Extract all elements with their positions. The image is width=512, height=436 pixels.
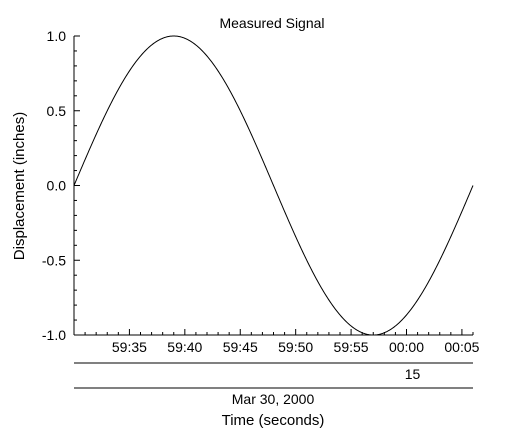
- x-tick-label: 00:05: [444, 339, 479, 355]
- y-axis-label: Displacement (inches): [11, 112, 28, 260]
- y-tick-label: 0.5: [47, 103, 67, 119]
- hour-label: 15: [405, 366, 421, 382]
- time-axis-bands: 15 Mar 30, 2000: [74, 362, 473, 407]
- x-tick-label: 59:40: [167, 339, 202, 355]
- x-axis-ticks: 59:35 59:40 59:45 59:50 59:55 00:00 00:05: [73, 329, 480, 355]
- y-tick-label: 0.0: [47, 178, 67, 194]
- y-tick-label: 1.0: [47, 28, 67, 44]
- y-tick-label: -1.0: [42, 327, 66, 343]
- x-tick-label: 59:45: [223, 339, 258, 355]
- x-tick-label: 00:00: [389, 339, 424, 355]
- x-tick-label: 59:35: [112, 339, 147, 355]
- x-tick-label: 59:50: [278, 339, 313, 355]
- y-axis-ticks: 1.0 0.5 0.0 -0.5 -1.0: [42, 28, 80, 343]
- x-tick-label: 59:55: [334, 339, 369, 355]
- chart-title: Measured Signal: [219, 15, 324, 31]
- plot-area: 1.00.50.0-0.5-1.0 59:35 59:40 59:45 59:50 59…: [42, 28, 480, 355]
- x-axis-label: Time (seconds): [222, 412, 325, 429]
- series-line-measured-signal: [73, 35, 474, 336]
- y-tick-label: -0.5: [42, 252, 66, 268]
- date-label: Mar 30, 2000: [232, 391, 315, 407]
